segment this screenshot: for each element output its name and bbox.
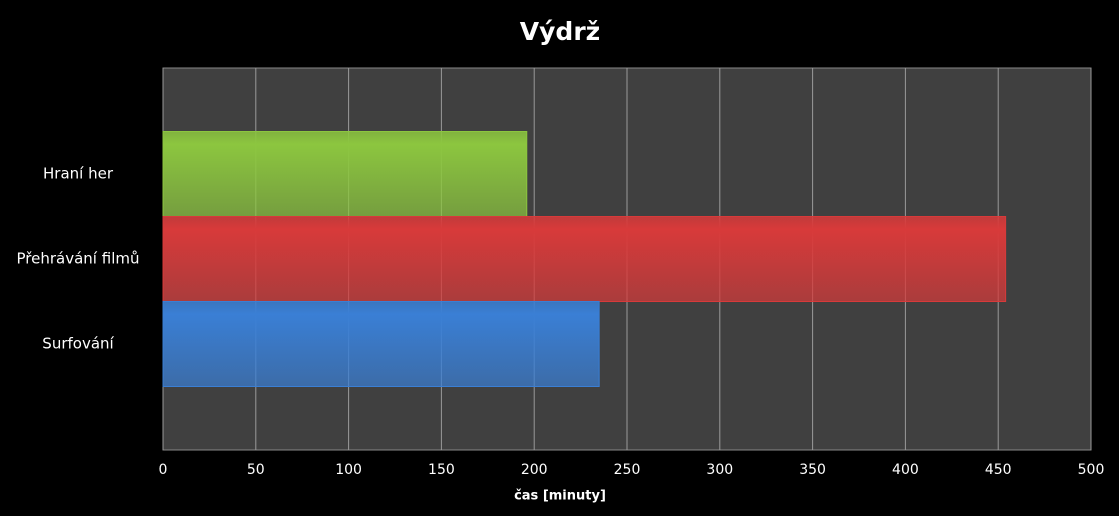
x-tick-label: 350	[799, 462, 826, 478]
y-tick-label: Přehrávání filmů	[17, 250, 140, 268]
x-tick-label: 150	[428, 462, 455, 478]
x-tick-label: 50	[247, 462, 265, 478]
x-tick-label: 450	[985, 462, 1012, 478]
x-tick-label: 400	[892, 462, 919, 478]
x-tick-label: 500	[1078, 462, 1105, 478]
chart-title: Výdrž	[520, 17, 600, 46]
bar	[162, 131, 528, 217]
x-tick-label: 300	[706, 462, 733, 478]
x-tick-label: 250	[614, 462, 641, 478]
x-tick-label: 100	[335, 462, 362, 478]
x-tick-label: 200	[521, 462, 548, 478]
x-tick-label: 0	[159, 462, 168, 478]
y-tick-label: Hraní her	[43, 165, 114, 183]
x-axis-title: čas [minuty]	[514, 489, 606, 504]
bar	[162, 301, 600, 387]
bar	[162, 216, 1007, 302]
y-tick-label: Surfování	[42, 335, 114, 353]
